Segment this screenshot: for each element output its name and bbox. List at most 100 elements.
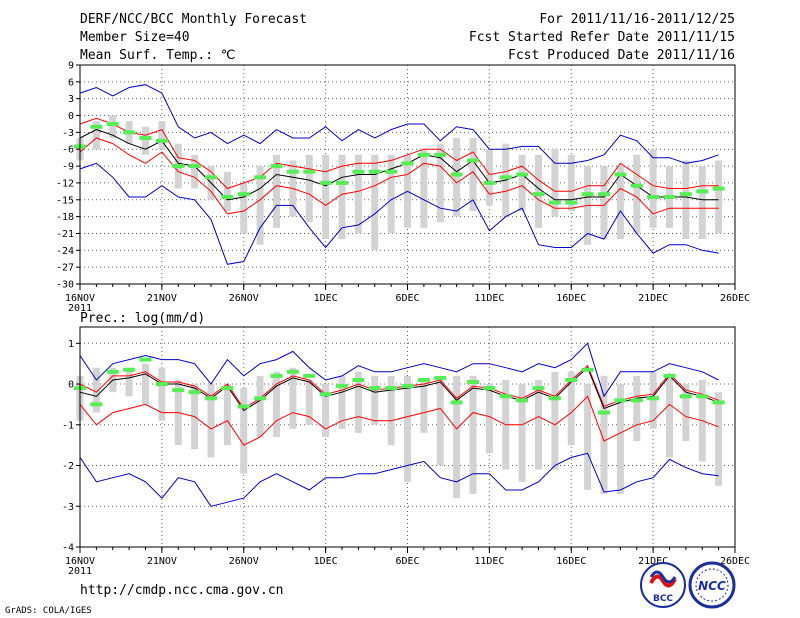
ncc-logo: NCC (688, 561, 736, 609)
chart-title: DERF/NCC/BCC Monthly Forecast (80, 12, 307, 27)
temp-min-line (79, 162, 719, 265)
prec-box (207, 384, 215, 458)
prec-median-marker (647, 396, 660, 401)
temp-box (649, 149, 657, 228)
temp-ensemble-mean-line (79, 129, 719, 201)
prec-ytick-label: -1 (62, 420, 74, 431)
prec-box (535, 379, 542, 470)
precipitation-variable-label: Prec.: log(mm/d) (80, 311, 205, 326)
prec-median-marker (286, 369, 299, 374)
temp-median-marker (499, 175, 512, 180)
prec-ensemble-mean-line (79, 366, 719, 412)
temp-ytick-label: -21 (56, 229, 74, 240)
temp-median-marker (647, 194, 660, 199)
temp-box (256, 166, 264, 245)
prec-median-marker (139, 357, 152, 362)
prec-xtick-label: 6DEC (395, 556, 419, 567)
prec-box (584, 384, 592, 490)
prec-box (354, 371, 362, 433)
prec-median-marker (401, 384, 414, 389)
temp-ytick-label: 9 (68, 61, 74, 72)
temp-box (633, 154, 641, 234)
temp-box (142, 126, 149, 155)
temp-ytick-label: -15 (56, 195, 74, 206)
prec-box (322, 384, 330, 437)
temp-median-marker (401, 161, 414, 166)
temp-median-marker (450, 172, 463, 177)
prec-box (518, 384, 526, 482)
prec-median-marker (581, 367, 594, 372)
temp-median-marker (434, 152, 447, 157)
temp-ytick-label: -30 (56, 280, 74, 291)
temp-xtick-label: 16DEC (556, 293, 586, 304)
prec-median-marker (679, 394, 692, 399)
temp-median-marker (155, 138, 168, 143)
temp-upper-spread-line (79, 117, 719, 192)
temp-ytick-label: -6 (62, 145, 74, 156)
prec-median-marker (254, 396, 267, 401)
prec-median-marker (614, 398, 627, 403)
temp-box (240, 182, 248, 234)
prec-ytick-label: 0 (68, 380, 74, 391)
prec-median-marker (237, 404, 250, 409)
prec-box (616, 384, 624, 495)
temp-box (436, 143, 444, 223)
prec-box (682, 384, 690, 442)
prec-xtick-label: 16DEC (556, 556, 586, 567)
prec-box (469, 375, 477, 495)
temp-xtick-label: 26DEC (720, 293, 750, 304)
temp-median-marker (90, 124, 103, 129)
prec-min-line (79, 452, 719, 507)
prec-lower-spread-line (79, 395, 719, 446)
prec-box (715, 392, 723, 486)
prec-median-marker (205, 396, 217, 401)
prec-box (371, 375, 379, 425)
prec-xtick-label: 11DEC (474, 556, 504, 567)
prec-median-marker (188, 390, 201, 395)
prec-median-marker (123, 367, 136, 372)
temp-median-marker (483, 180, 496, 185)
prec-median-marker (532, 386, 545, 391)
prec-box (125, 367, 133, 397)
temp-box (109, 115, 117, 138)
prec-box (666, 375, 673, 458)
prec-median-marker (467, 380, 479, 384)
precipitation-panel: 1 0 -1 -2 -3 -4 16NOV 21NOV 26NOV 1DEC 6DEC 11DEC 16… (62, 326, 750, 577)
temp-median-marker (254, 175, 267, 180)
prec-xtick-label: 26DEC (720, 556, 750, 567)
temp-ytick-label: -18 (56, 212, 74, 223)
prec-median-marker (663, 373, 676, 378)
temp-box (223, 171, 231, 211)
prec-box (649, 371, 657, 429)
prec-box (485, 384, 493, 454)
member-size-label: Member Size=40 (80, 30, 190, 45)
prec-box (633, 375, 641, 442)
prec-median-marker (270, 373, 283, 378)
prec-median-marker (499, 394, 512, 399)
temp-box (453, 138, 461, 217)
temp-median-marker (205, 175, 217, 180)
prec-xtick-year: 2011 (68, 566, 92, 577)
prec-box (223, 384, 231, 446)
temp-median-marker (352, 169, 365, 174)
temp-median-marker (286, 169, 299, 174)
temp-box (616, 166, 624, 240)
prec-box (600, 375, 608, 495)
prec-median-marker (434, 375, 447, 380)
prec-box (289, 367, 297, 429)
temp-median-marker (663, 194, 676, 199)
source-url[interactable]: http://cmdp.ncc.cma.gov.cn (80, 583, 284, 598)
temp-box (535, 154, 542, 228)
temp-xtick-label: 6DEC (395, 293, 419, 304)
prec-box (256, 375, 264, 437)
temp-median-marker (548, 200, 561, 205)
temp-median-marker (614, 172, 627, 177)
temp-ytick-label: -12 (56, 178, 74, 189)
prec-xtick-label: 21NOV (147, 556, 177, 567)
temp-box (305, 154, 313, 223)
temp-median-marker (467, 158, 479, 163)
prec-xtick-label: 1DEC (314, 556, 338, 567)
prec-box (92, 367, 100, 413)
prec-median-marker (106, 369, 119, 374)
